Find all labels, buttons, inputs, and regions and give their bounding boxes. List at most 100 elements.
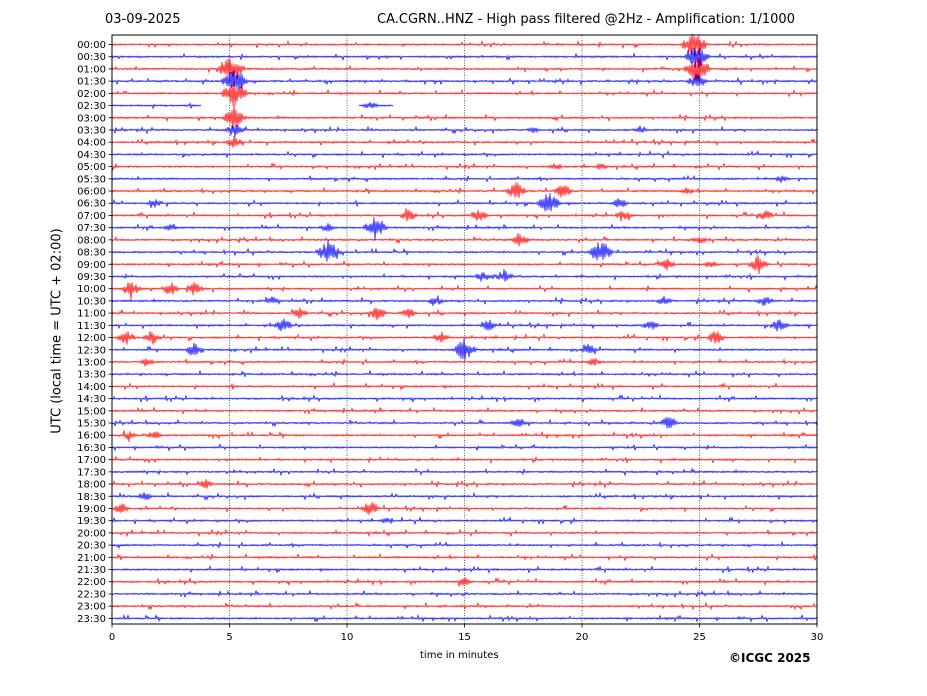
trace-1630 bbox=[111, 443, 818, 452]
y-tick-label: 08:30 bbox=[77, 248, 106, 259]
copyright-label: ©ICGC 2025 bbox=[729, 651, 811, 665]
trace-0930 bbox=[111, 268, 818, 282]
trace-1700 bbox=[111, 455, 818, 465]
y-tick-label: 21:30 bbox=[77, 565, 106, 576]
trace-1300 bbox=[111, 357, 818, 367]
y-tick-label: 11:30 bbox=[77, 321, 106, 332]
trace-0430 bbox=[111, 149, 818, 159]
y-tick-label: 12:30 bbox=[77, 345, 106, 356]
trace-0830 bbox=[111, 239, 818, 262]
trace-1600 bbox=[111, 430, 818, 442]
y-tick-label: 05:00 bbox=[77, 162, 106, 173]
y-tick-label: 16:30 bbox=[77, 443, 106, 454]
trace-0800 bbox=[111, 232, 818, 247]
y-tick-label: 19:00 bbox=[77, 504, 106, 515]
trace-1400 bbox=[111, 381, 818, 391]
y-axis-label: UTC (local time = UTC + 02:00) bbox=[49, 228, 65, 434]
y-tick-label: 09:30 bbox=[77, 272, 106, 283]
trace-1130 bbox=[111, 318, 818, 332]
y-tick-label: 22:30 bbox=[77, 589, 106, 600]
trace-0500 bbox=[111, 162, 818, 171]
trace-1500 bbox=[111, 406, 818, 416]
y-tick-label: 16:00 bbox=[77, 431, 106, 442]
trace-0600 bbox=[111, 182, 818, 198]
trace-1030 bbox=[111, 295, 818, 306]
trace-2130 bbox=[111, 564, 818, 574]
x-tick-label: 10 bbox=[341, 632, 354, 643]
date-label: 03-09-2025 bbox=[105, 12, 181, 27]
x-tick-label: 20 bbox=[576, 632, 589, 643]
y-tick-label: 23:00 bbox=[77, 602, 106, 613]
trace-1730 bbox=[111, 467, 818, 477]
trace-1200 bbox=[111, 331, 818, 345]
y-tick-label: 14:30 bbox=[77, 394, 106, 405]
y-tick-label: 13:30 bbox=[77, 370, 106, 381]
y-tick-label: 05:30 bbox=[77, 174, 106, 185]
y-tick-label: 14:00 bbox=[77, 382, 106, 393]
trace-1330 bbox=[111, 369, 818, 379]
y-tick-label: 17:00 bbox=[77, 455, 106, 466]
y-tick-label: 04:00 bbox=[77, 138, 106, 149]
chart-title: CA.CGRN..HNZ - High pass filtered @2Hz -… bbox=[377, 12, 795, 27]
y-tick-label: 06:00 bbox=[77, 187, 106, 198]
y-tick-label: 17:30 bbox=[77, 467, 106, 478]
trace-0400 bbox=[111, 135, 818, 148]
y-tick-label: 04:30 bbox=[77, 150, 106, 161]
trace-1800 bbox=[111, 479, 818, 489]
y-tick-label: 02:30 bbox=[77, 101, 106, 112]
y-tick-label: 15:00 bbox=[77, 406, 106, 417]
trace-0130 bbox=[111, 70, 818, 89]
y-tick-label: 01:30 bbox=[77, 77, 106, 88]
trace-0730 bbox=[111, 217, 818, 240]
y-tick-label: 22:00 bbox=[77, 577, 106, 588]
trace-1830 bbox=[111, 491, 818, 501]
trace-1430 bbox=[111, 394, 818, 404]
trace-1930 bbox=[111, 516, 818, 526]
y-tick-label: 01:00 bbox=[77, 64, 106, 75]
x-tick-label: 15 bbox=[458, 632, 471, 643]
trace-1230 bbox=[111, 338, 818, 361]
trace-2030 bbox=[111, 540, 818, 550]
y-tick-label: 11:00 bbox=[77, 309, 106, 320]
y-tick-label: 12:00 bbox=[77, 333, 106, 344]
y-tick-label: 10:30 bbox=[77, 296, 106, 307]
y-tick-label: 09:00 bbox=[77, 260, 106, 271]
x-axis-label: time in minutes bbox=[420, 650, 499, 661]
trace-0330 bbox=[111, 124, 818, 138]
trace-0630 bbox=[111, 192, 818, 212]
x-tick-label: 5 bbox=[226, 632, 232, 643]
y-tick-label: 18:00 bbox=[77, 480, 106, 491]
trace-1900 bbox=[111, 502, 818, 515]
y-tick-label: 07:00 bbox=[77, 211, 106, 222]
trace-2200 bbox=[111, 577, 818, 587]
trace-0000 bbox=[111, 33, 818, 57]
trace-2300 bbox=[111, 601, 818, 611]
trace-1530 bbox=[111, 417, 818, 429]
y-tick-label: 03:00 bbox=[77, 113, 106, 124]
seismic-traces bbox=[111, 33, 818, 623]
y-tick-label: 13:00 bbox=[77, 357, 106, 368]
vertical-gridlines bbox=[229, 35, 700, 624]
y-tick-label: 20:30 bbox=[77, 541, 106, 552]
trace-0530 bbox=[111, 174, 818, 183]
trace-0200 bbox=[111, 81, 818, 106]
trace-0030 bbox=[111, 47, 818, 68]
y-tick-label: 21:00 bbox=[77, 553, 106, 564]
trace-0100 bbox=[111, 57, 818, 82]
trace-2230 bbox=[111, 589, 818, 599]
y-tick-label: 18:30 bbox=[77, 492, 106, 503]
x-tick-label: 30 bbox=[811, 632, 824, 643]
trace-1000 bbox=[111, 282, 818, 301]
trace-0230 bbox=[111, 101, 394, 110]
y-tick-label: 23:30 bbox=[77, 614, 106, 625]
y-tick-label: 19:30 bbox=[77, 516, 106, 527]
y-tick-label: 00:30 bbox=[77, 52, 106, 63]
x-tick-label: 0 bbox=[109, 632, 115, 643]
trace-0700 bbox=[111, 208, 818, 222]
trace-2330 bbox=[111, 613, 818, 623]
trace-0300 bbox=[111, 104, 818, 129]
y-tick-label: 03:30 bbox=[77, 125, 106, 136]
trace-0900 bbox=[111, 254, 818, 275]
